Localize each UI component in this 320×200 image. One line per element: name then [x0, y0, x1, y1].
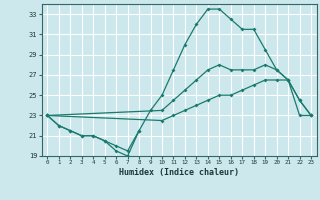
X-axis label: Humidex (Indice chaleur): Humidex (Indice chaleur) [119, 168, 239, 177]
